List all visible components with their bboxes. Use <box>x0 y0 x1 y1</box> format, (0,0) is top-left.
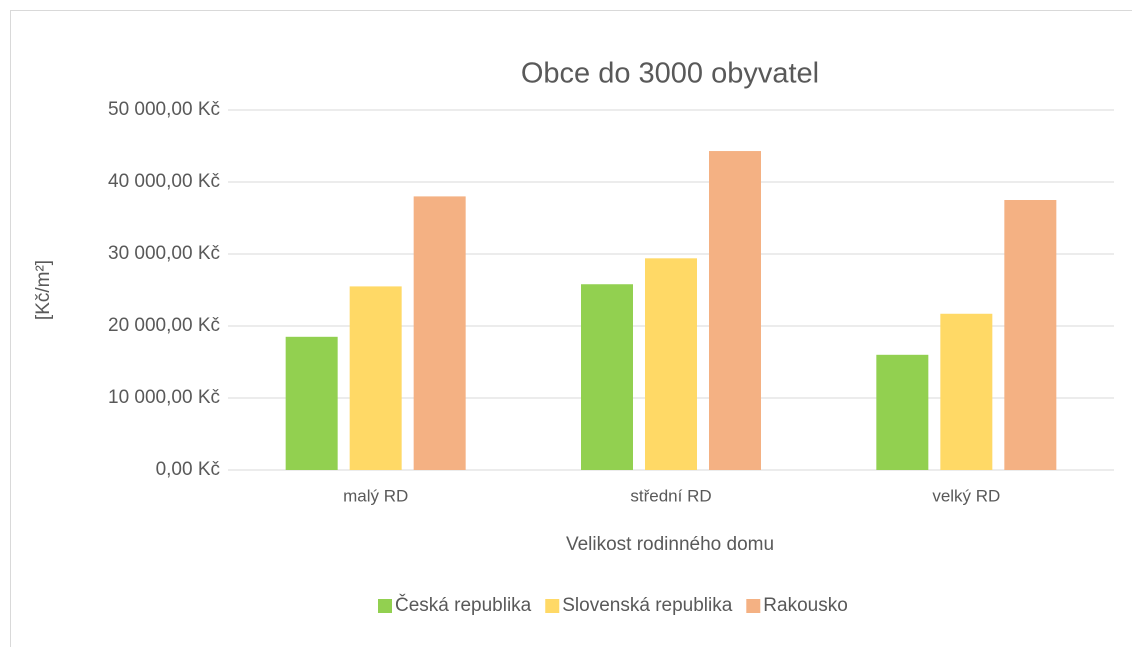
legend-label: Česká republika <box>395 594 532 616</box>
chart-title: Obce do 3000 obyvatel <box>521 58 819 90</box>
x-tick-label: velký RD <box>932 486 1000 505</box>
legend-swatch <box>545 599 560 613</box>
y-tick-label: 20 000,00 Kč <box>108 315 220 336</box>
bar <box>940 313 993 470</box>
y-tick-label: 50 000,00 Kč <box>108 99 220 120</box>
bar <box>709 151 761 471</box>
y-axis-title: [Kč/m²] <box>33 260 54 320</box>
bar <box>581 284 633 470</box>
y-tick-label: 30 000,00 Kč <box>108 243 220 264</box>
bar <box>1004 200 1057 470</box>
bar <box>413 196 466 470</box>
y-tick-label: 0,00 Kč <box>156 459 220 480</box>
bar <box>876 354 929 470</box>
legend-swatch <box>746 599 761 613</box>
legend-swatch <box>378 599 392 613</box>
x-tick-label: střední RD <box>630 486 711 505</box>
legend-label: Slovenská republika <box>562 595 732 616</box>
x-axis-title: Velikost rodinného domu <box>566 534 774 555</box>
bar <box>349 286 402 470</box>
y-tick-label: 40 000,00 Kč <box>108 171 220 192</box>
bar <box>285 336 338 470</box>
bar <box>645 258 697 470</box>
legend-label: Rakousko <box>763 595 848 616</box>
y-tick-label: 10 000,00 Kč <box>108 387 220 408</box>
x-tick-label: malý RD <box>343 486 408 505</box>
